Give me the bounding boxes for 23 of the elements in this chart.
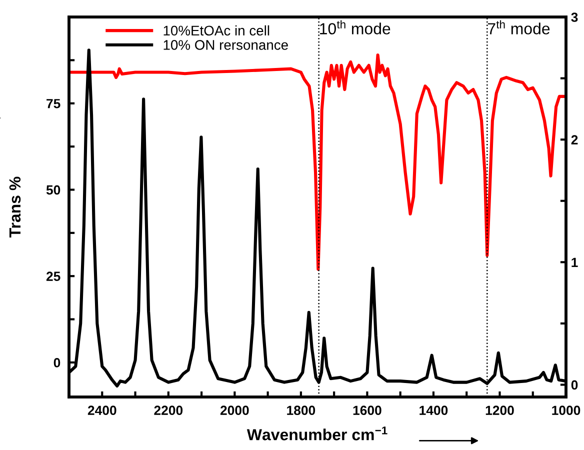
y-tick-label: 0 <box>54 358 60 368</box>
x-tick-label: 1400 <box>420 406 448 416</box>
y-tick-label: 50 <box>46 185 60 195</box>
x-tick-label: 1800 <box>287 406 316 416</box>
y2-tick-label: 0 <box>571 380 578 390</box>
y-axis-title: Trans % <box>9 176 21 238</box>
ref-line-label: 10$^{th}$ mode <box>320 20 390 34</box>
y-tick-label: 75 <box>46 99 60 108</box>
y2-tick-label: 3 <box>571 12 578 22</box>
x-tick-label: 1200 <box>486 406 514 416</box>
legend-label: 10%EtOAc in cell <box>164 25 270 36</box>
ref-line-label: 7$^{th}$ mode <box>488 20 550 34</box>
y2-tick-label: 1 <box>572 258 578 267</box>
x-tick-label: 2000 <box>220 406 249 416</box>
x-tick-label: 1000 <box>552 406 580 416</box>
x-tick-label: 1600 <box>353 406 382 416</box>
legend-label: 10% ON rersonance <box>164 40 288 50</box>
x-axis-title: Wavenumber cm$^{−1}$ <box>246 426 388 440</box>
y2-tick-label: 2 <box>571 135 578 144</box>
line-series <box>69 53 566 271</box>
y-tick-label: 25 <box>46 272 60 281</box>
x-tick-label: 2200 <box>154 406 183 416</box>
x-tick-label: 2400 <box>88 406 116 416</box>
